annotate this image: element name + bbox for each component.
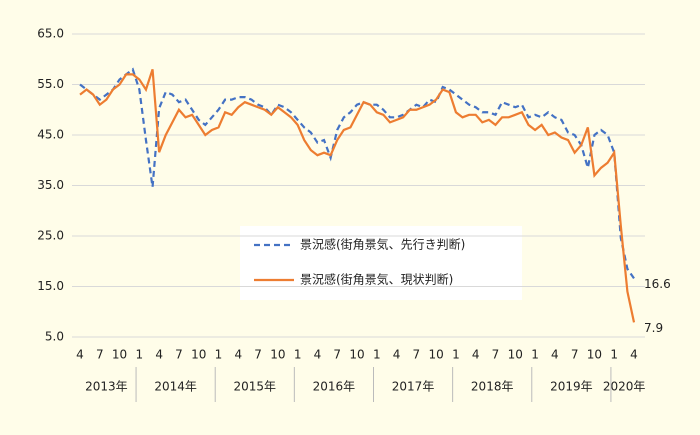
x-tick-label: 10: [587, 348, 602, 362]
year-label: 2015年: [234, 380, 277, 394]
y-tick-label: 35.0: [37, 178, 64, 192]
series-line: [79, 67, 635, 280]
x-tick-label: 1: [215, 348, 223, 362]
x-tick-label: 4: [393, 348, 401, 362]
x-tick-label: 4: [314, 348, 322, 362]
legend-label: 景況感(街角景気、現状判断): [300, 272, 453, 287]
x-tick-label: 4: [551, 348, 559, 362]
x-tick-label: 10: [429, 348, 444, 362]
year-label: 2016年: [313, 380, 356, 394]
x-tick-label: 4: [234, 348, 242, 362]
y-tick-label: 15.0: [37, 279, 64, 293]
x-tick-label: 7: [571, 348, 579, 362]
x-tick-label: 10: [112, 348, 127, 362]
x-tick-label: 7: [96, 348, 104, 362]
x-tick-label: 4: [630, 348, 638, 362]
year-label: 2018年: [471, 380, 514, 394]
x-tick-label: 10: [270, 348, 285, 362]
x-tick-label: 10: [508, 348, 523, 362]
x-tick-label: 4: [76, 348, 84, 362]
x-tick-label: 7: [492, 348, 500, 362]
y-tick-label: 25.0: [37, 229, 64, 243]
x-tick-label: 1: [136, 348, 144, 362]
x-tick-label: 1: [294, 348, 302, 362]
year-label: 2017年: [392, 380, 435, 394]
year-label: 2014年: [154, 380, 197, 394]
x-tick-label: 1: [610, 348, 618, 362]
x-tick-label: 7: [254, 348, 262, 362]
data-label: 7.9: [644, 321, 663, 335]
y-tick-label: 45.0: [37, 128, 64, 142]
y-tick-label: 65.0: [37, 27, 64, 41]
x-tick-label: 1: [531, 348, 539, 362]
x-tick-label: 7: [413, 348, 421, 362]
x-tick-label: 4: [155, 348, 163, 362]
y-tick-label: 5.0: [45, 330, 64, 344]
x-tick-label: 7: [175, 348, 183, 362]
y-tick-label: 55.0: [37, 77, 64, 91]
x-tick-label: 1: [373, 348, 381, 362]
x-tick-label: 7: [333, 348, 341, 362]
x-tick-label: 1: [452, 348, 460, 362]
year-label: 2019年: [550, 380, 593, 394]
year-label: 2020年: [603, 380, 646, 394]
year-label: 2013年: [85, 380, 128, 394]
legend-label: 景況感(街角景気、先行き判断): [300, 237, 465, 252]
x-tick-label: 10: [191, 348, 206, 362]
x-tick-label: 4: [472, 348, 480, 362]
x-tick-label: 10: [349, 348, 364, 362]
legend-box: [240, 226, 522, 300]
data-label: 16.6: [644, 277, 671, 291]
series-line: [79, 69, 636, 323]
